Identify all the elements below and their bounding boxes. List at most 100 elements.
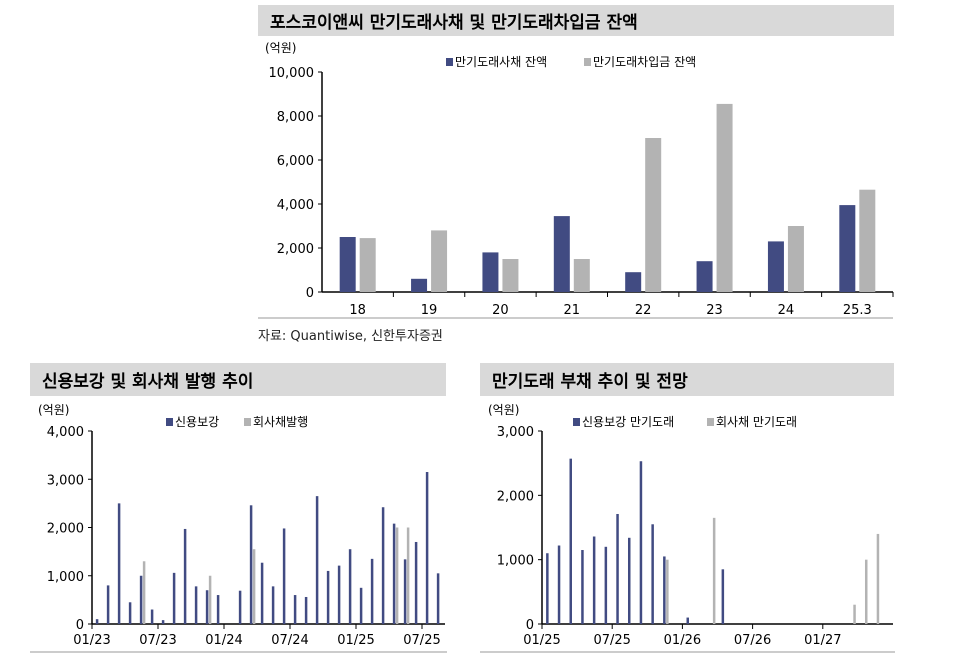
bar [315, 496, 319, 624]
bar [161, 620, 165, 624]
bar [142, 561, 146, 624]
bar [271, 586, 275, 624]
bar [304, 596, 308, 624]
x-tick-label: 22 [635, 303, 652, 318]
x-tick-label: 20 [492, 303, 509, 318]
legend-swatch [446, 58, 453, 66]
bar [359, 238, 376, 292]
bar [150, 609, 154, 624]
y-tick-label: 4,000 [47, 425, 84, 440]
bar [381, 507, 385, 624]
bar [260, 562, 264, 624]
x-tick-label: 19 [421, 303, 438, 318]
bar [686, 617, 689, 624]
unit-label: (억원) [38, 403, 69, 417]
bar [502, 259, 519, 292]
y-tick-label: 2,000 [277, 242, 314, 257]
legend-label: 신용보강 [175, 415, 219, 429]
bar [712, 517, 716, 624]
bar [395, 527, 399, 624]
bar [767, 241, 784, 292]
bar [252, 549, 256, 624]
bar [616, 513, 619, 624]
bar [663, 556, 666, 624]
bar [696, 261, 713, 292]
x-tick-label: 25.3 [843, 303, 872, 318]
bar [716, 103, 733, 293]
chart-title: 포스코이앤씨 만기도래사채 및 만기도래차입금 잔액 [258, 5, 894, 36]
y-tick-label: 6,000 [277, 154, 314, 169]
y-tick-label: 0 [76, 618, 84, 633]
x-tick-label: 01/23 [73, 633, 110, 648]
bar [859, 189, 876, 292]
x-tick-label: 01/25 [523, 633, 560, 648]
legend-label: 만기도래차입금 잔액 [593, 55, 696, 69]
y-tick-label: 1,000 [47, 570, 84, 585]
bar [411, 278, 428, 292]
bar [581, 550, 584, 624]
bar [604, 546, 608, 624]
bar [406, 527, 410, 624]
unit-label: (억원) [265, 41, 296, 55]
x-tick-label: 07/23 [139, 633, 176, 648]
bar [216, 595, 220, 624]
chart-title: 신용보강 및 회사채 발행 추이 [30, 363, 446, 396]
bar [721, 569, 725, 624]
bar [348, 549, 352, 624]
x-tick-label: 24 [778, 303, 795, 318]
bar [553, 216, 570, 292]
bar [627, 537, 631, 624]
x-tick-label: 01/27 [804, 633, 841, 648]
legend-swatch [707, 418, 714, 426]
bar [414, 541, 418, 624]
x-tick-label: 07/24 [271, 633, 308, 648]
y-tick-label: 0 [526, 618, 534, 633]
bar [482, 252, 499, 292]
bar [326, 570, 330, 624]
bar [128, 602, 132, 624]
bar [876, 533, 880, 624]
bar [651, 524, 654, 624]
bar [625, 272, 642, 292]
x-tick-label: 21 [564, 303, 581, 318]
bar [117, 503, 121, 624]
bar [392, 523, 396, 624]
legend-label: 회사채 만기도래 [716, 415, 797, 429]
bar [425, 472, 429, 624]
y-tick-label: 3,000 [47, 473, 84, 488]
bar [282, 528, 286, 624]
legend-swatch [584, 58, 591, 66]
chart-title: 만기도래 부채 추이 및 전망 [480, 363, 894, 396]
legend-swatch [244, 418, 251, 426]
bar [339, 237, 356, 292]
x-tick-label: 18 [349, 303, 366, 318]
bar [293, 595, 297, 624]
x-tick-label: 07/26 [734, 633, 771, 648]
bar [359, 587, 363, 624]
bar [249, 505, 253, 624]
legend-swatch [573, 418, 580, 426]
y-tick-label: 0 [306, 286, 314, 301]
bar [839, 205, 856, 292]
x-tick-label: 01/25 [337, 633, 374, 648]
y-tick-label: 2,000 [47, 522, 84, 537]
bar [639, 461, 643, 624]
bar [546, 553, 549, 624]
bar [864, 559, 868, 624]
legend-label: 회사채발행 [253, 414, 308, 429]
bar [592, 536, 596, 624]
x-tick-label: 07/25 [593, 633, 630, 648]
bar [205, 590, 209, 624]
legend-label: 신용보강 만기도래 [582, 415, 674, 429]
bar [337, 565, 341, 624]
bar [645, 138, 662, 292]
bar [370, 558, 374, 624]
legend-swatch [166, 418, 173, 426]
bar [238, 590, 242, 624]
x-tick-label: 07/25 [403, 633, 440, 648]
bar [95, 619, 99, 624]
bar [183, 528, 187, 624]
bar [853, 604, 856, 624]
bar [787, 226, 804, 292]
